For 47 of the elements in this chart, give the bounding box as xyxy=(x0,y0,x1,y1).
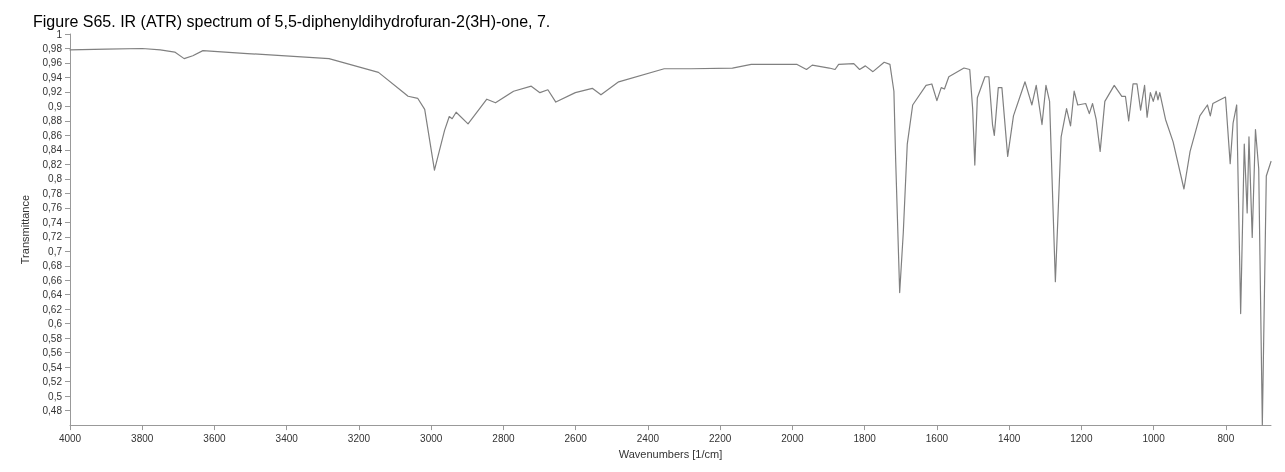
x-tick-label: 1200 xyxy=(1070,432,1093,444)
y-tick-label: 0,56 xyxy=(42,347,63,359)
x-tick-label: 2000 xyxy=(781,432,804,444)
x-tick-label: 3800 xyxy=(131,432,154,444)
y-tick-label: 0,88 xyxy=(42,115,63,127)
y-tick-label: 0,54 xyxy=(42,361,63,373)
y-tick-label: 0,48 xyxy=(42,405,63,417)
x-axis-title: Wavenumbers [1/cm] xyxy=(618,447,723,460)
y-tick-label: 0,7 xyxy=(48,245,63,257)
x-tick-label: 4000 xyxy=(58,432,82,444)
x-tick-label: 800 xyxy=(1217,432,1235,444)
y-tick-label: 0,8 xyxy=(48,173,63,185)
x-tick-label: 2600 xyxy=(564,432,588,444)
x-tick-label: 3000 xyxy=(420,432,443,444)
chart-title: Figure S65. IR (ATR) spectrum of 5,5-diphenyldihydrofuran-2(3H)-one, 7. xyxy=(33,12,551,30)
y-tick-label: 0,82 xyxy=(42,158,63,170)
x-tick-label: 1600 xyxy=(925,432,949,444)
y-tick-label: 0,78 xyxy=(42,187,63,199)
y-tick-label: 0,92 xyxy=(42,86,63,98)
y-tick-label: 0,6 xyxy=(48,318,63,330)
x-tick-label: 1800 xyxy=(853,432,877,444)
y-tick-label: 0,9 xyxy=(48,100,63,112)
y-tick-label: 0,62 xyxy=(42,303,63,315)
x-tick-label: 3600 xyxy=(203,432,227,444)
y-tick-label: 0,5 xyxy=(48,390,63,402)
y-axis-title: Transmittance xyxy=(18,194,31,265)
x-tick-label: 3200 xyxy=(347,432,371,444)
y-tick-label: 0,98 xyxy=(42,42,63,54)
y-tick-label: 0,64 xyxy=(42,289,63,301)
y-tick-label: 0,66 xyxy=(42,274,63,286)
y-tick-label: 0,96 xyxy=(42,57,63,69)
y-tick-label: 1 xyxy=(56,28,63,40)
x-tick-label: 3400 xyxy=(275,432,299,444)
x-tick-label: 1400 xyxy=(998,432,1021,444)
y-tick-label: 0,58 xyxy=(42,332,63,344)
y-tick-label: 0,84 xyxy=(42,144,63,156)
y-tick-label: 0,52 xyxy=(42,376,63,388)
y-tick-label: 0,86 xyxy=(42,129,63,141)
y-tick-label: 0,76 xyxy=(42,202,63,214)
x-tick-label: 2200 xyxy=(709,432,732,444)
y-tick-label: 0,72 xyxy=(42,231,63,243)
y-tick-label: 0,68 xyxy=(42,260,63,272)
y-tick-label: 0,94 xyxy=(42,71,63,83)
x-tick-label: 2800 xyxy=(492,432,515,444)
x-tick-label: 1000 xyxy=(1142,432,1166,444)
x-tick-label: 2400 xyxy=(636,432,660,444)
y-tick-label: 0,74 xyxy=(42,216,63,228)
